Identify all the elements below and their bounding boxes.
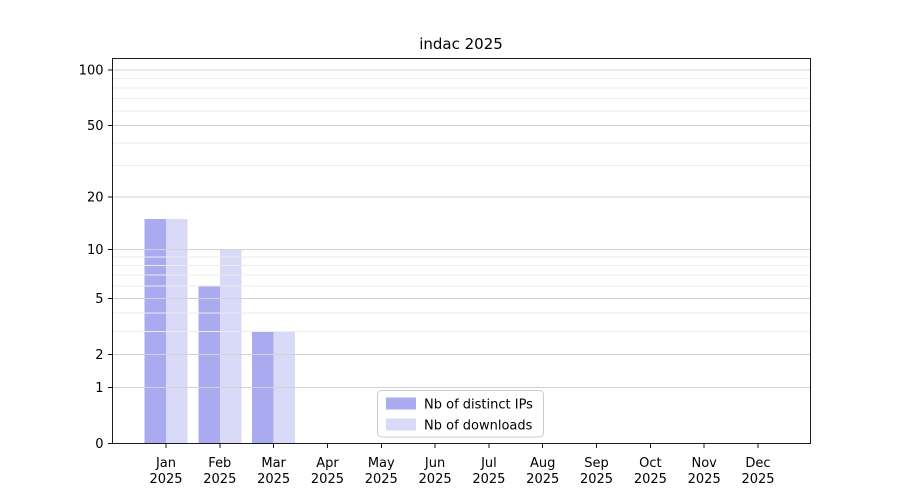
legend-swatch-downloads	[386, 418, 416, 431]
x-tick-label-year: 2025	[365, 472, 398, 487]
x-tick-label-month: Dec	[745, 456, 770, 471]
x-tick-label-month: Nov	[691, 456, 717, 471]
x-tick-label-month: Mar	[261, 456, 286, 471]
x-tick-label-year: 2025	[580, 472, 613, 487]
axes-layer: 0125102050100Jan2025Feb2025Mar2025Apr202…	[79, 58, 811, 487]
y-tick-label: 1	[95, 381, 103, 396]
legend-label-downloads: Nb of downloads	[424, 419, 533, 434]
x-tick-label-year: 2025	[634, 472, 667, 487]
x-tick-label-year: 2025	[311, 472, 344, 487]
bar-distinct-ips-feb	[198, 286, 220, 444]
x-tick-label-month: Oct	[639, 456, 661, 471]
legend-box	[377, 390, 544, 438]
x-tick-label-month: Jul	[480, 456, 497, 471]
y-tick-label: 2	[95, 348, 103, 363]
x-tick-label-year: 2025	[472, 472, 505, 487]
y-tick-label: 0	[95, 437, 103, 452]
x-tick-label-month: Sep	[584, 456, 609, 471]
y-tick-label: 20	[87, 191, 104, 206]
x-tick-label-month: Apr	[316, 456, 339, 471]
x-tick-label-year: 2025	[149, 472, 182, 487]
x-tick-label-month: May	[368, 456, 395, 471]
x-tick-label-year: 2025	[257, 472, 290, 487]
y-tick-label: 10	[87, 243, 104, 258]
legend-label-distinct-ips: Nb of distinct IPs	[424, 398, 533, 413]
bar-downloads-feb	[219, 249, 242, 444]
chart-title: indac 2025	[419, 35, 503, 53]
legend: Nb of distinct IPs Nb of downloads	[377, 390, 544, 438]
x-tick-label-year: 2025	[688, 472, 721, 487]
plot-frame	[112, 58, 811, 444]
x-tick-label-year: 2025	[203, 472, 236, 487]
grid-layer	[112, 69, 811, 388]
y-tick-label: 50	[87, 119, 104, 134]
x-tick-label-year: 2025	[526, 472, 559, 487]
x-tick-label-month: Feb	[208, 456, 231, 471]
x-tick-label-month: Aug	[530, 456, 555, 471]
x-tick-label-year: 2025	[419, 472, 452, 487]
legend-swatch-distinct-ips	[386, 397, 416, 410]
y-tick-label: 5	[95, 292, 103, 307]
x-tick-label-year: 2025	[741, 472, 774, 487]
y-tick-label: 100	[79, 64, 104, 79]
x-tick-label-month: Jan	[155, 456, 176, 471]
x-tick-label-month: Jun	[424, 456, 445, 471]
